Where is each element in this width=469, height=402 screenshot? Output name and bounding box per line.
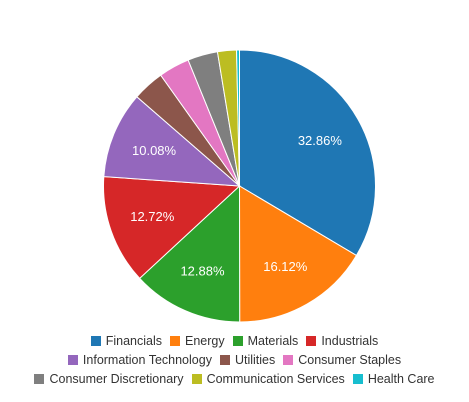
legend-swatch [283, 354, 294, 365]
legend-label: Utilities [234, 352, 276, 367]
legend-label: Consumer Discretionary [49, 371, 184, 386]
legend-item-information-technology[interactable]: Information Technology [67, 352, 212, 367]
pie-slice-materials[interactable] [138, 184, 241, 323]
legend-swatch [352, 373, 363, 384]
legend-row: Consumer Discretionary Communication Serv… [0, 369, 469, 388]
legend-label: Energy [184, 333, 225, 348]
legend-label: Communication Services [206, 371, 345, 386]
legend-swatch [191, 373, 202, 384]
legend: Financials Energy Materials Industrials Info… [0, 331, 469, 388]
legend-item-energy[interactable]: Energy [169, 333, 225, 348]
legend-item-financials[interactable]: Financials [90, 333, 162, 348]
legend-item-consumer-staples[interactable]: Consumer Staples [283, 353, 401, 367]
pie-slices [103, 49, 376, 323]
slice-label-industrials: 12.72% [130, 209, 175, 224]
legend-swatch [67, 354, 78, 365]
legend-label: Industrials [321, 333, 379, 348]
slice-label-materials: 12.88% [180, 263, 225, 278]
legend-swatch [34, 373, 45, 384]
legend-label: Health Care [367, 371, 435, 386]
slice-label-information-technology: 10.08% [132, 143, 177, 158]
slice-label-energy: 16.12% [263, 259, 308, 274]
legend-label: Materials [247, 333, 299, 348]
legend-item-utilities[interactable]: Utilities [219, 352, 276, 367]
slice-label-financials: 32.86% [298, 133, 343, 148]
legend-item-health-care[interactable]: Health Care [352, 371, 435, 386]
legend-item-materials[interactable]: Materials [232, 333, 299, 348]
legend-item-industrials[interactable]: Industrials [306, 334, 378, 348]
legend-swatch [90, 335, 101, 346]
legend-swatch [219, 354, 230, 365]
legend-row: Information Technology Utilities Consumer … [0, 350, 469, 369]
legend-swatch [306, 335, 317, 346]
legend-label: Consumer Staples [298, 352, 402, 367]
legend-item-consumer-discretionary[interactable]: Consumer Discretionary [34, 371, 184, 386]
pie-labels: 32.86% 16.12% 12.88% 12.72% 10.08% [130, 133, 342, 278]
legend-item-communication-services[interactable]: Communication Services [191, 371, 345, 386]
pie-slice-industrials[interactable] [103, 176, 241, 280]
pie-slice-energy[interactable] [238, 185, 358, 323]
legend-label: Information Technology [82, 352, 212, 367]
legend-row: Financials Energy Materials Industrials [0, 331, 469, 350]
legend-swatch [169, 335, 180, 346]
pie-slice-information-technology[interactable] [103, 96, 241, 187]
legend-swatch [232, 335, 243, 346]
legend-label: Financials [105, 333, 162, 348]
pie-slice-health-care[interactable] [236, 49, 240, 187]
pie-slice-financials[interactable] [239, 49, 376, 257]
